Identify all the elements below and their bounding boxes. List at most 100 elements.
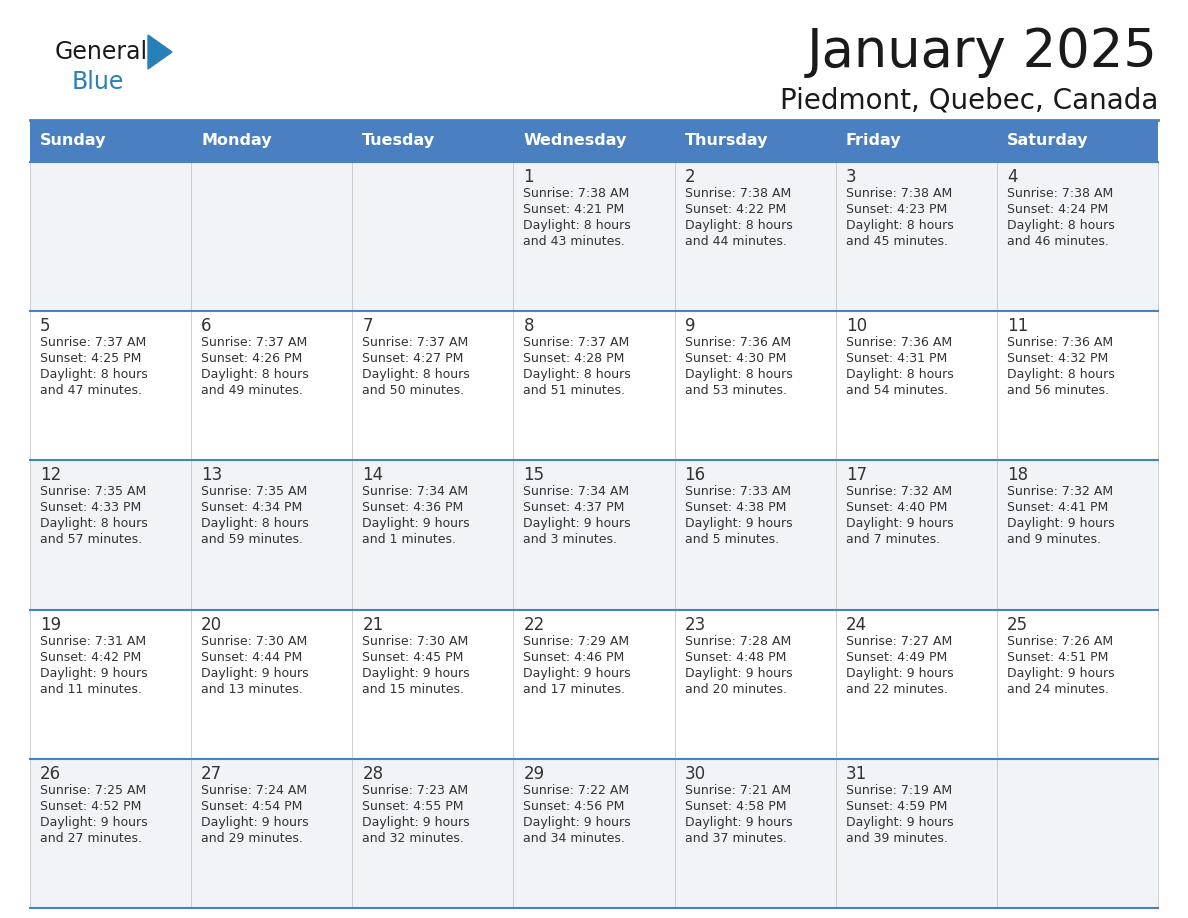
Bar — [675, 120, 835, 162]
Bar — [513, 759, 675, 908]
Text: Wednesday: Wednesday — [524, 133, 627, 149]
Text: and 53 minutes.: and 53 minutes. — [684, 385, 786, 397]
Text: Daylight: 8 hours: Daylight: 8 hours — [201, 518, 309, 531]
Text: Daylight: 8 hours: Daylight: 8 hours — [362, 368, 470, 381]
Text: and 49 minutes.: and 49 minutes. — [201, 385, 303, 397]
Text: Sunset: 4:42 PM: Sunset: 4:42 PM — [40, 651, 141, 664]
Bar — [191, 311, 353, 461]
Text: Sunrise: 7:34 AM: Sunrise: 7:34 AM — [524, 486, 630, 498]
Bar — [30, 120, 191, 162]
Text: Sunset: 4:46 PM: Sunset: 4:46 PM — [524, 651, 625, 664]
Text: 14: 14 — [362, 466, 384, 485]
Text: and 7 minutes.: and 7 minutes. — [846, 533, 940, 546]
Text: 15: 15 — [524, 466, 544, 485]
Bar — [997, 461, 1158, 610]
Bar — [30, 461, 191, 610]
Text: and 44 minutes.: and 44 minutes. — [684, 235, 786, 248]
Text: Sunrise: 7:35 AM: Sunrise: 7:35 AM — [201, 486, 308, 498]
Text: Daylight: 9 hours: Daylight: 9 hours — [684, 518, 792, 531]
Text: Thursday: Thursday — [684, 133, 769, 149]
Text: Sunrise: 7:31 AM: Sunrise: 7:31 AM — [40, 634, 146, 647]
Bar — [997, 120, 1158, 162]
Text: Daylight: 8 hours: Daylight: 8 hours — [1007, 368, 1114, 381]
Text: Sunset: 4:38 PM: Sunset: 4:38 PM — [684, 501, 786, 514]
Bar — [835, 162, 997, 311]
Bar — [997, 610, 1158, 759]
Text: 1: 1 — [524, 168, 535, 186]
Text: Sunrise: 7:25 AM: Sunrise: 7:25 AM — [40, 784, 146, 797]
Bar — [675, 461, 835, 610]
Text: Daylight: 8 hours: Daylight: 8 hours — [684, 219, 792, 232]
Text: 26: 26 — [40, 765, 61, 783]
Text: and 11 minutes.: and 11 minutes. — [40, 683, 141, 696]
Text: Sunset: 4:54 PM: Sunset: 4:54 PM — [201, 800, 303, 812]
Text: Daylight: 8 hours: Daylight: 8 hours — [846, 368, 954, 381]
Text: Sunset: 4:21 PM: Sunset: 4:21 PM — [524, 203, 625, 216]
Text: Sunrise: 7:21 AM: Sunrise: 7:21 AM — [684, 784, 791, 797]
Bar — [30, 610, 191, 759]
Text: Sunset: 4:59 PM: Sunset: 4:59 PM — [846, 800, 947, 812]
Text: 19: 19 — [40, 616, 61, 633]
Text: Sunrise: 7:37 AM: Sunrise: 7:37 AM — [362, 336, 468, 349]
Text: Daylight: 9 hours: Daylight: 9 hours — [40, 816, 147, 829]
Text: Sunrise: 7:37 AM: Sunrise: 7:37 AM — [524, 336, 630, 349]
Text: Sunrise: 7:38 AM: Sunrise: 7:38 AM — [524, 187, 630, 200]
Text: 12: 12 — [40, 466, 62, 485]
Text: Sunrise: 7:28 AM: Sunrise: 7:28 AM — [684, 634, 791, 647]
Text: Sunset: 4:56 PM: Sunset: 4:56 PM — [524, 800, 625, 812]
Text: January 2025: January 2025 — [807, 26, 1158, 78]
Text: Sunrise: 7:30 AM: Sunrise: 7:30 AM — [362, 634, 468, 647]
Text: Daylight: 9 hours: Daylight: 9 hours — [201, 816, 309, 829]
Text: Sunset: 4:33 PM: Sunset: 4:33 PM — [40, 501, 141, 514]
Bar — [513, 610, 675, 759]
Text: Daylight: 9 hours: Daylight: 9 hours — [40, 666, 147, 679]
Text: Daylight: 8 hours: Daylight: 8 hours — [201, 368, 309, 381]
Text: and 13 minutes.: and 13 minutes. — [201, 683, 303, 696]
Text: Sunrise: 7:19 AM: Sunrise: 7:19 AM — [846, 784, 952, 797]
Text: Sunrise: 7:36 AM: Sunrise: 7:36 AM — [684, 336, 791, 349]
Text: and 15 minutes.: and 15 minutes. — [362, 683, 465, 696]
Bar — [835, 610, 997, 759]
Bar — [513, 461, 675, 610]
Text: Daylight: 8 hours: Daylight: 8 hours — [684, 368, 792, 381]
Text: Monday: Monday — [201, 133, 272, 149]
Text: Tuesday: Tuesday — [362, 133, 436, 149]
Text: Sunset: 4:22 PM: Sunset: 4:22 PM — [684, 203, 785, 216]
Text: Daylight: 9 hours: Daylight: 9 hours — [1007, 518, 1114, 531]
Text: and 37 minutes.: and 37 minutes. — [684, 832, 786, 845]
Text: Sunrise: 7:38 AM: Sunrise: 7:38 AM — [1007, 187, 1113, 200]
Bar — [835, 759, 997, 908]
Text: Blue: Blue — [72, 70, 125, 94]
Text: 28: 28 — [362, 765, 384, 783]
Text: Sunrise: 7:24 AM: Sunrise: 7:24 AM — [201, 784, 308, 797]
Text: 17: 17 — [846, 466, 867, 485]
Bar — [675, 162, 835, 311]
Text: and 27 minutes.: and 27 minutes. — [40, 832, 143, 845]
Text: and 47 minutes.: and 47 minutes. — [40, 385, 143, 397]
Text: 22: 22 — [524, 616, 544, 633]
Text: 25: 25 — [1007, 616, 1028, 633]
Text: 18: 18 — [1007, 466, 1028, 485]
Text: Daylight: 8 hours: Daylight: 8 hours — [40, 518, 147, 531]
Bar — [191, 162, 353, 311]
Text: and 29 minutes.: and 29 minutes. — [201, 832, 303, 845]
Text: Sunset: 4:36 PM: Sunset: 4:36 PM — [362, 501, 463, 514]
Text: 31: 31 — [846, 765, 867, 783]
Text: Sunset: 4:37 PM: Sunset: 4:37 PM — [524, 501, 625, 514]
Text: Daylight: 9 hours: Daylight: 9 hours — [846, 666, 953, 679]
Text: Sunrise: 7:38 AM: Sunrise: 7:38 AM — [684, 187, 791, 200]
Text: Sunset: 4:24 PM: Sunset: 4:24 PM — [1007, 203, 1108, 216]
Text: Sunrise: 7:30 AM: Sunrise: 7:30 AM — [201, 634, 308, 647]
Text: Sunrise: 7:37 AM: Sunrise: 7:37 AM — [40, 336, 146, 349]
Text: 21: 21 — [362, 616, 384, 633]
Bar — [675, 311, 835, 461]
Text: 29: 29 — [524, 765, 544, 783]
Text: and 32 minutes.: and 32 minutes. — [362, 832, 465, 845]
Text: Friday: Friday — [846, 133, 902, 149]
Text: Daylight: 9 hours: Daylight: 9 hours — [684, 666, 792, 679]
Text: 23: 23 — [684, 616, 706, 633]
Text: Daylight: 9 hours: Daylight: 9 hours — [201, 666, 309, 679]
Text: 6: 6 — [201, 318, 211, 335]
Text: 5: 5 — [40, 318, 51, 335]
Text: and 39 minutes.: and 39 minutes. — [846, 832, 948, 845]
